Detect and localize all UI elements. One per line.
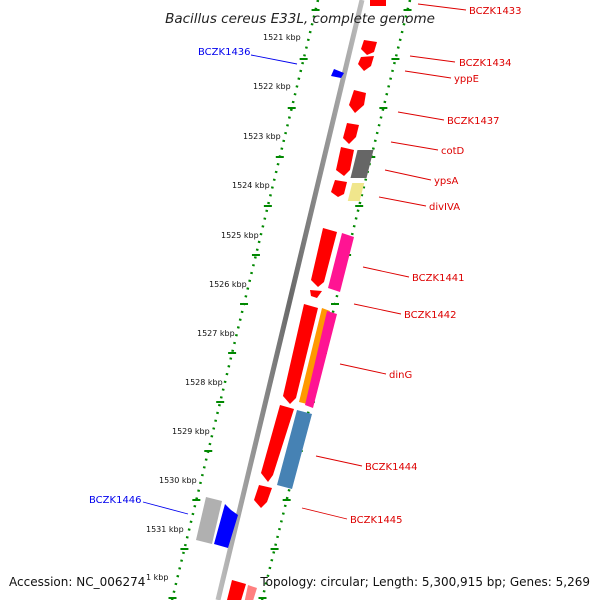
gene-bottom-fragment	[227, 580, 246, 600]
leader-BCZK1434	[409, 55, 456, 63]
leader-ypsA	[384, 169, 432, 181]
gene-BCZK1437-arrow	[349, 90, 366, 113]
gene-divIVA-arrow	[331, 180, 347, 197]
gene-label-cotD[interactable]: cotD	[441, 146, 465, 157]
tick-label: 1528 kbp	[185, 378, 223, 387]
leader-BCZK1442	[353, 303, 402, 315]
leader-BCZK1433	[417, 3, 467, 11]
gene-BCZK1441-arrow	[311, 228, 337, 287]
tick-label: 1521 kbp	[263, 33, 301, 42]
feature-pink-2	[305, 311, 337, 408]
gene-ypsA-arrow	[336, 147, 354, 176]
gene-BCZK1446-arrow	[214, 504, 238, 548]
gene-dinG-arrow	[283, 304, 318, 404]
gene-BCZK1444-arrow	[261, 405, 294, 482]
gene-BCZK1434-arrow	[361, 40, 377, 55]
leader-BCZK1441	[362, 266, 410, 278]
leader-BCZK1436	[250, 54, 298, 65]
tick-label: 1522 kbp	[253, 82, 291, 91]
gene-labels: BCZK1436 BCZK1446 BCZK1433 BCZK1434 yppE…	[89, 6, 522, 526]
gene-label-yppE[interactable]: yppE	[454, 74, 479, 85]
feature-silver	[196, 497, 222, 544]
gene-label-BCZK1441[interactable]: BCZK1441	[412, 273, 465, 284]
gene-label-BCZK1444[interactable]: BCZK1444	[365, 462, 418, 473]
tick-label: 1530 kbp	[159, 476, 197, 485]
gene-BCZK1445-arrow	[254, 485, 272, 508]
gene-label-divIVA[interactable]: divIVA	[429, 202, 460, 213]
tick-label: 1529 kbp	[172, 427, 210, 436]
leader-cotD	[390, 141, 439, 151]
gene-label-BCZK1436[interactable]: BCZK1436	[198, 47, 251, 58]
gene-label-BCZK1433[interactable]: BCZK1433	[469, 6, 522, 17]
leader-BCZK1444	[315, 455, 363, 467]
features	[196, 0, 386, 600]
feature-gray	[350, 150, 374, 178]
leader-lines	[142, 3, 467, 520]
genome-backbone	[215, 0, 365, 600]
accession-text: Accession: NC_006274	[9, 575, 145, 589]
tick-label: 1527 kbp	[197, 329, 235, 338]
gene-label-BCZK1446[interactable]: BCZK1446	[89, 495, 142, 506]
gene-BCZK1442-arrow	[310, 290, 322, 298]
leader-divIVA	[378, 196, 427, 207]
topology-text: Topology: circular; Length: 5,300,915 bp…	[259, 575, 590, 589]
tick-label: 1526 kbp	[209, 280, 247, 289]
feature-yellow	[347, 183, 365, 201]
gene-label-BCZK1437[interactable]: BCZK1437	[447, 116, 500, 127]
map-title: Bacillus cereus E33L, complete genome	[165, 11, 435, 27]
feature-pink-1	[328, 233, 354, 292]
leader-BCZK1445	[301, 507, 348, 520]
tick-labels: 1521 kbp 1522 kbp 1523 kbp 1524 kbp 1525…	[146, 33, 301, 582]
tick-label: 1524 kbp	[232, 181, 270, 190]
tick-label: 1531 kbp	[146, 525, 184, 534]
leader-BCZK1437	[397, 111, 445, 121]
gene-label-BCZK1445[interactable]: BCZK1445	[350, 515, 403, 526]
gene-label-dinG[interactable]: dinG	[389, 370, 412, 381]
tick-label-partial: 1 kbp	[146, 573, 168, 582]
gene-label-BCZK1442[interactable]: BCZK1442	[404, 310, 457, 321]
leader-dinG	[339, 363, 387, 375]
gene-BCZK1433-block	[370, 0, 386, 6]
gene-BCZK1436-arrow	[331, 69, 344, 78]
tick-label: 1525 kbp	[221, 231, 259, 240]
gene-yppE-arrow	[358, 56, 374, 71]
gene-label-ypsA[interactable]: ypsA	[434, 176, 458, 187]
leader-yppE	[404, 70, 452, 79]
leader-BCZK1446	[142, 501, 189, 515]
feature-steel	[277, 410, 312, 489]
gene-label-BCZK1434[interactable]: BCZK1434	[459, 58, 512, 69]
feature-bottom-fragment	[244, 585, 257, 600]
track-band	[185, 0, 440, 600]
gene-cotD-arrow	[343, 123, 359, 144]
tick-label: 1523 kbp	[243, 132, 281, 141]
